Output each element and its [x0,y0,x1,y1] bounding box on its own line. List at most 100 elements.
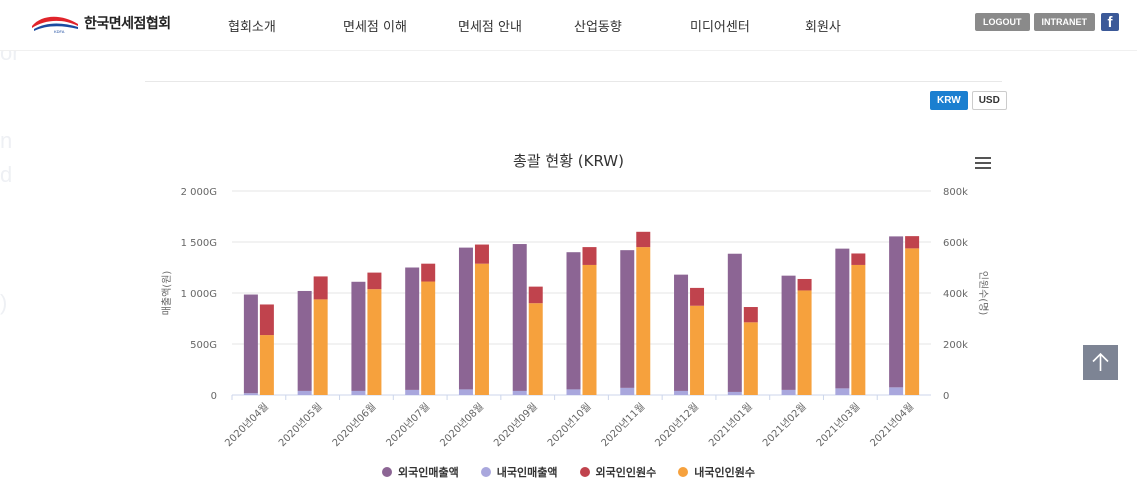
bar-domestic-sales [727,391,742,395]
left-tick-label: 2 000G [181,187,217,198]
hamburger-icon[interactable] [975,157,991,171]
site-logo[interactable]: KDFA 한국면세점협회 [30,12,171,34]
x-tick-label: 2020년07월 [384,401,432,449]
bar-foreign-sales [781,275,796,390]
bar-foreign-visitors [528,286,543,304]
currency-krw-button[interactable]: KRW [930,91,968,110]
legend-label: 내국인매출액 [496,466,558,479]
x-tick-label: 2021년03월 [814,401,862,449]
bar-domestic-visitors [797,290,812,395]
right-tick-label: 0 [943,391,949,402]
bar-foreign-visitors [636,231,651,248]
right-tick-label: 600k [943,238,968,249]
bar-domestic-sales [835,388,850,395]
nav-item-guide[interactable]: 면세점 안내 [458,19,522,35]
bar-foreign-visitors [313,276,328,300]
bar-foreign-sales [405,267,420,390]
chart-title: 총괄 현황 (KRW) [513,152,624,170]
bar-domestic-sales [351,390,366,395]
facebook-icon[interactable]: f [1101,13,1119,31]
legend-dot [678,467,689,477]
x-tick-label: 2020년05월 [276,401,324,449]
right-tick-label: 400k [943,289,968,300]
legend-dot [480,467,491,477]
site-header: KDFA 한국면세점협회 협회소개 면세점 이해 면세점 안내 산업동향 미디어… [0,0,1137,51]
content-divider [145,81,1002,82]
arrow-up-icon [1092,352,1109,371]
bar-domestic-sales [620,387,635,395]
legend-label: 외국인매출액 [398,466,459,479]
bar-foreign-sales [674,274,689,391]
bar-domestic-visitors [582,264,597,395]
intranet-button[interactable]: INTRANET [1033,13,1095,31]
x-tick-label: 2021년04월 [868,401,916,449]
bar-foreign-sales [297,290,312,391]
bar-domestic-sales [781,389,796,395]
bar-foreign-sales [458,247,473,390]
nav-item-industry[interactable]: 산업동향 [574,19,622,35]
bar-domestic-sales [512,390,527,395]
bar-foreign-visitors [797,278,812,291]
x-tick-label: 2021년02월 [760,401,808,449]
bar-foreign-sales [620,250,635,388]
bar-foreign-sales [351,281,366,391]
bar-domestic-visitors [528,303,543,395]
bar-domestic-visitors [259,335,274,395]
nav-item-understanding[interactable]: 면세점 이해 [343,19,407,35]
bar-domestic-visitors [636,247,651,395]
bar-foreign-sales [566,252,581,390]
logout-button[interactable]: LOGOUT [975,13,1030,31]
x-tick-label: 2020년09월 [491,401,539,449]
left-tick-label: 0 [211,391,217,402]
bar-foreign-visitors [905,236,920,249]
legend-item-domestic-sales[interactable]: 내국인매출액 [480,464,558,480]
utility-links: LOGOUT INTRANET f [975,13,1119,31]
x-tick-label: 2020년12월 [653,401,701,449]
bar-foreign-visitors [690,287,705,306]
bar-foreign-visitors [743,307,758,323]
nav-item-members[interactable]: 회원사 [805,19,841,35]
bar-domestic-sales [458,389,473,395]
scroll-top-button[interactable] [1083,345,1118,380]
bar-domestic-sales [889,387,904,395]
x-tick-label: 2020년08월 [438,401,486,449]
bar-foreign-sales [835,248,850,389]
currency-usd-button[interactable]: USD [971,91,1007,110]
kdfa-logo-icon: KDFA [32,16,78,34]
left-tick-label: 1 000G [181,289,217,300]
legend-label: 내국인인원수 [694,466,755,479]
right-axis-title: 인원수(명) [977,271,989,316]
bar-domestic-visitors [743,322,758,395]
nav-item-about[interactable]: 협회소개 [228,19,276,35]
legend-item-domestic-visitors[interactable]: 내국인인원수 [678,464,755,480]
bar-domestic-visitors [690,305,705,395]
bar-foreign-sales [727,253,742,392]
left-axis-title: 매출액(원) [161,271,173,316]
x-tick-label: 2020년04월 [223,401,271,449]
left-tick-label: 500G [190,340,217,351]
x-tick-label: 2020년10월 [545,401,593,449]
bar-domestic-sales [566,389,581,395]
logo-badge-text: KDFA [54,29,65,34]
legend-item-foreign-sales[interactable]: 외국인매출액 [382,464,459,480]
bar-domestic-visitors [474,263,489,395]
logo-text: 한국면세점협회 [84,16,171,32]
left-tick-label: 1 500G [181,238,217,249]
x-tick-label: 2020년11월 [599,401,647,449]
right-tick-label: 200k [943,340,968,351]
chart-legend: 외국인매출액 내국인매출액 외국인인원수 내국인인원수 [0,464,1137,480]
bar-domestic-visitors [851,264,866,395]
bar-foreign-sales [243,294,258,394]
bar-foreign-visitors [367,272,382,290]
bar-foreign-visitors [851,253,866,265]
currency-toggle: KRW USD [930,91,1007,110]
right-tick-label: 800k [943,187,968,198]
bar-foreign-visitors [259,304,274,336]
bar-domestic-sales [243,393,258,395]
bar-domestic-sales [297,390,312,395]
nav-item-media[interactable]: 미디어센터 [690,19,750,35]
bar-foreign-sales [889,236,904,388]
bar-domestic-sales [405,389,420,395]
legend-item-foreign-visitors[interactable]: 외국인인원수 [579,464,656,480]
